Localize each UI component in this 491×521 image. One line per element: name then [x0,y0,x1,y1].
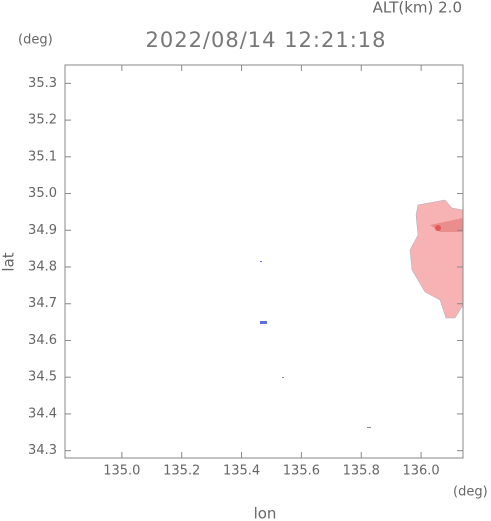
y-tick-label: 34.9 [28,223,57,238]
y-tick-label: 34.6 [28,333,57,348]
y-tick-label: 35.0 [28,186,57,201]
y-tick-label: 34.3 [28,443,57,458]
x-tick-label: 135.0 [103,464,140,479]
x-tick-label: 135.4 [223,464,260,479]
echo-region [260,199,464,428]
y-tick-label: 34.4 [28,406,57,421]
chart-title: 2022/08/14 12:21:18 [145,28,386,52]
plot-frame [64,64,464,459]
y-tick-label: 35.2 [28,113,57,128]
x-tick-label: 135.8 [343,464,380,479]
y-tick-label: 35.3 [28,76,57,91]
y-tick-label: 34.8 [28,260,57,275]
x-tick-label: 135.2 [163,464,200,479]
y-tick-label: 34.7 [28,296,57,311]
y-axis-label: lat [0,252,18,271]
x-tick-label: 135.6 [283,464,320,479]
altitude-label: ALT(km) 2.0 [373,0,462,17]
y-tick-label: 35.1 [28,149,57,164]
x-unit: (deg) [453,485,488,500]
y-tick-label: 34.5 [28,370,57,385]
x-tick-label: 136.0 [402,464,439,479]
y-unit: (deg) [18,33,53,48]
x-axis-label: lon [254,505,277,521]
